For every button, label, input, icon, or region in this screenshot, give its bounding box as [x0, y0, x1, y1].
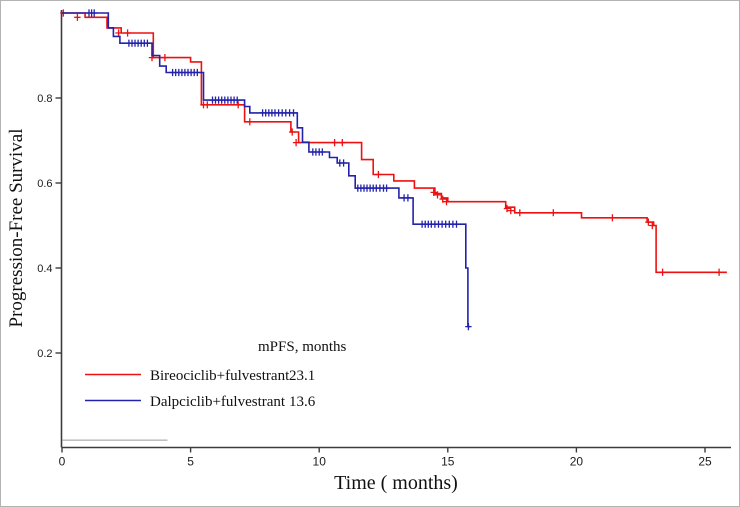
x-tick-label: 25: [698, 455, 712, 469]
x-tick-label: 15: [441, 455, 455, 469]
y-axis-title: Progression-Free Survival: [6, 129, 27, 328]
legend-median-bireociclib: 23.1: [289, 368, 315, 384]
x-tick-label: 20: [570, 455, 584, 469]
legend-median-dalpciclib: 13.6: [289, 394, 316, 410]
y-tick-label: 0.4: [37, 263, 52, 275]
survival-curve-bireociclib: [62, 12, 727, 274]
x-tick-label: 5: [187, 455, 194, 469]
legend-label-bireociclib: Bireociclib+fulvestrant: [150, 368, 290, 384]
y-tick-label: 0.2: [37, 348, 52, 360]
censor-plus-icon: [60, 9, 723, 276]
legend: mPFS, months Bireociclib+fulvestrant 23.…: [85, 339, 347, 410]
x-tick-label: 10: [313, 455, 327, 469]
censor-plus-icon: [85, 9, 472, 331]
legend-label-dalpciclib: Dalpciclib+fulvestrant: [150, 394, 286, 410]
y-tick-label: 0.6: [37, 178, 52, 190]
x-tick-label: 0: [59, 455, 66, 469]
y-tick-label: 0.8: [37, 93, 52, 105]
survival-curve-dalpciclib: [62, 12, 470, 328]
axes: 0 5 10 15 20 25 0.2 0.4 0.6 0.8: [37, 10, 731, 469]
survival-curves: [60, 9, 727, 441]
x-axis-title: Time ( months): [334, 472, 458, 494]
legend-header: mPFS, months: [258, 339, 347, 355]
censor-marks-bireociclib: [60, 9, 723, 276]
censor-marks-dalpciclib: [85, 9, 472, 331]
